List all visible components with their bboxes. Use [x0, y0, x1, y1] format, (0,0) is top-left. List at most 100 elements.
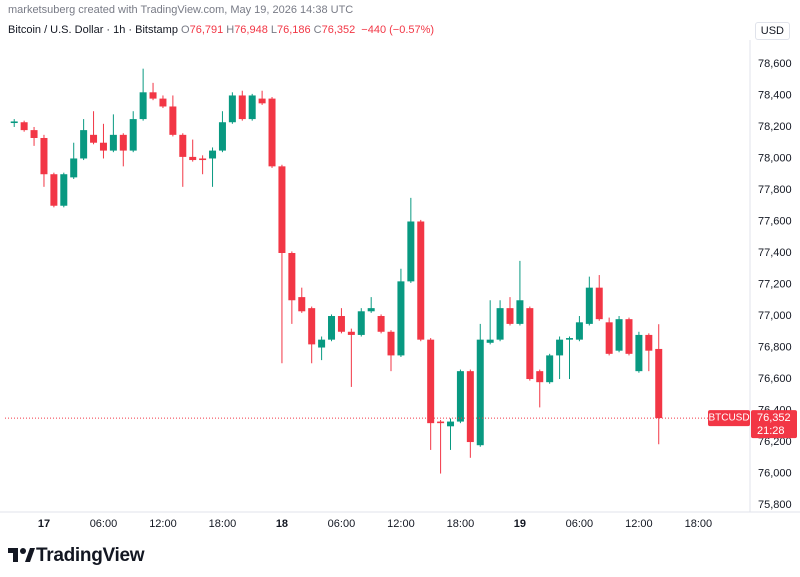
y-tick-label: 77,600 [758, 215, 792, 227]
candle-body [625, 319, 633, 354]
brand: TradingView [36, 545, 145, 566]
candle-body [149, 92, 157, 99]
candle-body [40, 137, 48, 175]
candle-body [20, 122, 28, 131]
candle-body [466, 371, 474, 443]
y-tick-label: 78,400 [758, 89, 792, 101]
candle-body [496, 308, 504, 340]
currency-button[interactable]: USD [754, 22, 790, 40]
candle-body [347, 331, 355, 335]
x-tick-label: 18:00 [209, 518, 237, 530]
candle-body [476, 339, 484, 446]
candle-body [248, 95, 256, 120]
candle-body [169, 106, 177, 135]
ohlc-value: 76,186 [276, 24, 311, 36]
candle-body [10, 121, 18, 124]
candle-body [50, 174, 58, 206]
y-tick-label: 76,600 [758, 373, 792, 385]
candle-body [30, 130, 38, 138]
candle-body [655, 348, 663, 419]
candle-body [556, 339, 564, 356]
candle-body [407, 221, 415, 282]
price-label-symbol: BTCUSD [708, 413, 749, 424]
x-tick-label: 18:00 [685, 518, 713, 530]
x-tick-label: 17 [38, 518, 50, 530]
candle-body [397, 281, 405, 356]
ohlc-value: 76,948 [234, 24, 268, 36]
candle-body [90, 134, 98, 143]
candle-body [308, 308, 316, 345]
x-tick-label: 18 [276, 518, 288, 530]
y-tick-label: 76,000 [758, 467, 792, 479]
change: −440 (−0.57%) [361, 24, 435, 36]
price-label-countdown: 21:28 [757, 425, 785, 437]
candle-body [278, 166, 286, 253]
ohlc-value: 76,791 [189, 24, 224, 36]
candle-body [526, 308, 534, 380]
candle-body [585, 287, 593, 324]
y-tick-label: 77,200 [758, 278, 792, 290]
candle-body [387, 331, 395, 356]
x-tick-label: 06:00 [90, 518, 118, 530]
candle-body [298, 297, 306, 312]
ohlc-key: O [181, 24, 190, 36]
ohlc-value: 76,352 [321, 24, 356, 36]
candle-body [456, 371, 464, 422]
candle-body [337, 316, 345, 332]
candle-body [615, 319, 623, 351]
x-tick-label: 19 [514, 518, 526, 530]
ohlc-key: C [313, 24, 322, 36]
candle-body [218, 122, 226, 151]
candle-body [367, 308, 375, 312]
candle-body [268, 98, 276, 167]
x-tick-label: 12:00 [625, 518, 653, 530]
candle-body [238, 95, 246, 120]
candle-body [159, 98, 167, 107]
x-tick-label: 06:00 [566, 518, 594, 530]
candle-body [318, 339, 326, 348]
candle-body [288, 252, 296, 301]
candle-body [179, 134, 187, 157]
candle-body [565, 338, 573, 340]
candle-body [427, 339, 435, 424]
y-tick-label: 76,800 [758, 341, 792, 353]
candle-body [60, 174, 68, 206]
price-label-bg [708, 410, 750, 427]
ohlc: O76,791 H76,948 L76,186 C76,352 [181, 24, 358, 36]
candle-body [635, 334, 643, 372]
ohlc-key: H [226, 24, 235, 36]
candle-body [645, 334, 653, 351]
candle-body [486, 339, 494, 343]
candle-body [516, 300, 524, 324]
candle-body [139, 92, 147, 120]
y-tick-label: 77,400 [758, 247, 792, 259]
candle-body [536, 371, 544, 383]
candle-body [228, 95, 236, 123]
y-tick-label: 77,000 [758, 310, 792, 322]
candle-body [506, 308, 514, 324]
candle-body [80, 130, 88, 159]
candle-body [70, 158, 78, 178]
candle-body [119, 134, 127, 151]
candle-body [109, 134, 117, 151]
y-tick-label: 77,800 [758, 184, 792, 196]
symbol-line: Bitcoin / U.S. Dollar · 1h · Bitstamp O7… [8, 24, 434, 36]
price-label-bg [751, 410, 797, 439]
ohlc-key: L [270, 24, 277, 36]
candle-body [595, 287, 603, 320]
y-tick-label: 78,000 [758, 152, 792, 164]
candle-body [209, 150, 217, 159]
brand-logo [8, 548, 35, 562]
candle-body [199, 158, 207, 161]
candle-body [605, 322, 613, 354]
x-tick-label: 06:00 [328, 518, 356, 530]
candle-body [357, 311, 365, 335]
candle-body [417, 221, 425, 340]
candle-body [437, 421, 445, 424]
candle-body [546, 355, 554, 383]
y-tick-label: 75,800 [758, 499, 792, 511]
candle-body [328, 316, 336, 340]
candle-body [377, 316, 385, 332]
